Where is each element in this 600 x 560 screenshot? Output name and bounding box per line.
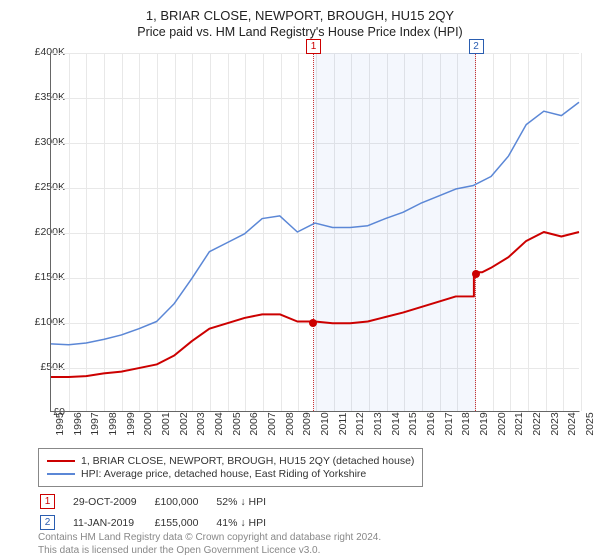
x-tick-label: 2010: [319, 412, 331, 435]
page-title: 1, BRIAR CLOSE, NEWPORT, BROUGH, HU15 2Q…: [0, 8, 600, 23]
sale-price: £155,000: [155, 513, 215, 532]
marker-label: 1: [306, 39, 321, 54]
legend-swatch: [47, 473, 75, 475]
x-tick-label: 2024: [566, 412, 578, 435]
x-tick-label: 2020: [496, 412, 508, 435]
x-tick-label: 2019: [478, 412, 490, 435]
x-tick-label: 1997: [89, 412, 101, 435]
copyright-line1: Contains HM Land Registry data © Crown c…: [38, 532, 381, 545]
x-tick-label: 2022: [531, 412, 543, 435]
sale-date: 29-OCT-2009: [73, 492, 153, 511]
x-tick-label: 2005: [231, 412, 243, 435]
series-line: [51, 102, 579, 345]
series-line: [51, 232, 579, 377]
x-tick-label: 2016: [425, 412, 437, 435]
x-tick-label: 2017: [443, 412, 455, 435]
legend-swatch: [47, 460, 75, 462]
x-tick-label: 2012: [354, 412, 366, 435]
x-tick-label: 2001: [160, 412, 172, 435]
x-tick-label: 2009: [301, 412, 313, 435]
x-tick-label: 2008: [284, 412, 296, 435]
x-tick-label: 2006: [248, 412, 260, 435]
sale-point: [309, 319, 317, 327]
x-tick-label: 2013: [372, 412, 384, 435]
sale-delta: 41% ↓ HPI: [216, 513, 282, 532]
x-tick-label: 2015: [407, 412, 419, 435]
sale-marker-icon: 2: [40, 515, 55, 530]
x-tick-label: 2003: [195, 412, 207, 435]
sale-point: [472, 270, 480, 278]
sale-marker-icon: 1: [40, 494, 55, 509]
x-tick-label: 2011: [337, 413, 349, 436]
page-subtitle: Price paid vs. HM Land Registry's House …: [0, 25, 600, 39]
x-tick-label: 2007: [266, 412, 278, 435]
x-tick-label: 1999: [125, 412, 137, 435]
plot-svg: [51, 53, 579, 411]
legend-row: HPI: Average price, detached house, East…: [47, 468, 414, 480]
x-tick-label: 1996: [72, 412, 84, 435]
x-tick-label: 1998: [107, 412, 119, 435]
sale-price: £100,000: [155, 492, 215, 511]
sale-date: 11-JAN-2019: [73, 513, 153, 532]
x-tick-label: 2000: [142, 412, 154, 435]
x-tick-label: 2014: [390, 412, 402, 435]
sales-table: 1 29-OCT-2009£100,00052% ↓ HPI 2 11-JAN-201…: [38, 490, 284, 534]
x-tick-label: 2025: [584, 412, 596, 435]
x-tick-label: 2023: [549, 412, 561, 435]
sale-delta: 52% ↓ HPI: [216, 492, 282, 511]
x-tick-label: 2002: [178, 412, 190, 435]
copyright-line2: This data is licensed under the Open Gov…: [38, 545, 381, 558]
x-tick-label: 2004: [213, 412, 225, 435]
x-tick-label: 2021: [513, 412, 525, 435]
chart-area: 12: [50, 52, 580, 412]
legend-label: 1, BRIAR CLOSE, NEWPORT, BROUGH, HU15 2Q…: [81, 455, 414, 467]
x-tick-label: 1995: [54, 412, 66, 435]
x-tick-label: 2018: [460, 412, 472, 435]
copyright: Contains HM Land Registry data © Crown c…: [38, 532, 381, 557]
legend: 1, BRIAR CLOSE, NEWPORT, BROUGH, HU15 2Q…: [38, 448, 423, 487]
sale-row: 2 11-JAN-2019£155,00041% ↓ HPI: [40, 513, 282, 532]
legend-label: HPI: Average price, detached house, East…: [81, 468, 366, 480]
marker-label: 2: [469, 39, 484, 54]
sale-row: 1 29-OCT-2009£100,00052% ↓ HPI: [40, 492, 282, 511]
legend-row: 1, BRIAR CLOSE, NEWPORT, BROUGH, HU15 2Q…: [47, 455, 414, 467]
